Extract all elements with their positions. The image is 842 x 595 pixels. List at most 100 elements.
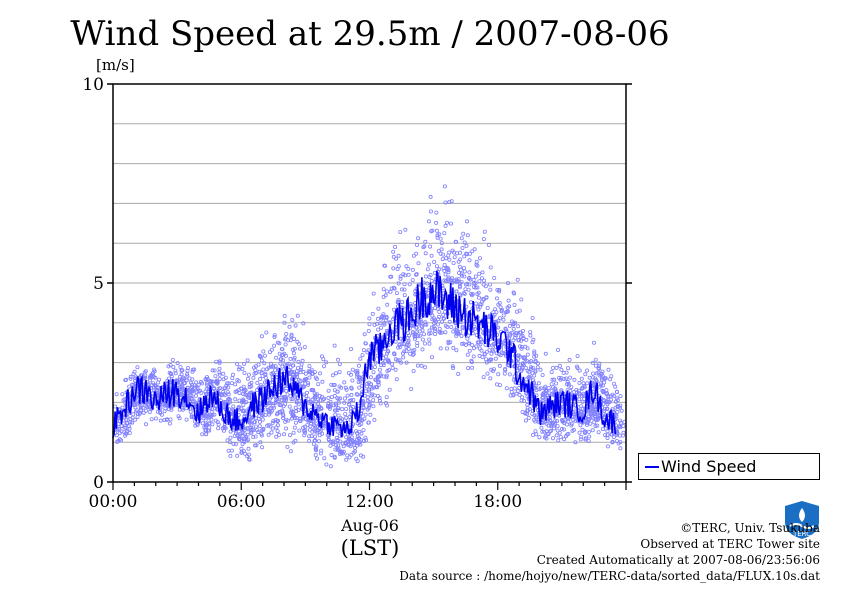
data-point bbox=[345, 393, 350, 398]
data-point bbox=[325, 404, 330, 409]
data-point bbox=[233, 382, 238, 387]
data-point bbox=[540, 372, 545, 377]
data-point bbox=[487, 282, 492, 287]
data-point bbox=[344, 415, 349, 420]
data-point bbox=[429, 278, 434, 283]
data-point bbox=[226, 392, 231, 397]
data-point bbox=[467, 341, 472, 346]
data-point bbox=[414, 242, 419, 247]
data-point bbox=[391, 285, 396, 290]
data-point bbox=[398, 360, 403, 365]
data-point bbox=[363, 438, 368, 443]
data-point bbox=[252, 420, 257, 425]
data-point bbox=[290, 396, 295, 401]
data-point bbox=[388, 274, 393, 279]
data-point bbox=[575, 364, 580, 369]
data-point bbox=[344, 406, 349, 411]
data-point bbox=[244, 400, 249, 405]
data-point bbox=[523, 359, 528, 364]
data-point bbox=[261, 427, 266, 432]
data-point bbox=[293, 420, 298, 425]
data-point bbox=[192, 399, 197, 404]
data-point bbox=[343, 385, 348, 390]
data-point bbox=[432, 259, 437, 264]
data-point bbox=[528, 375, 533, 380]
data-point bbox=[169, 372, 174, 377]
data-point bbox=[519, 346, 524, 351]
data-point bbox=[562, 437, 567, 442]
data-point bbox=[158, 418, 163, 423]
data-point bbox=[370, 311, 375, 316]
data-point bbox=[192, 419, 197, 424]
data-point bbox=[359, 421, 364, 426]
data-point bbox=[225, 438, 230, 443]
data-point bbox=[470, 292, 475, 297]
data-point bbox=[226, 396, 231, 401]
data-point bbox=[306, 397, 311, 402]
data-point bbox=[593, 407, 598, 412]
data-point bbox=[492, 275, 497, 280]
data-point bbox=[320, 431, 325, 436]
data-point bbox=[411, 331, 416, 336]
data-point bbox=[585, 381, 590, 386]
data-point bbox=[350, 378, 355, 383]
terc-logo-icon: TERC bbox=[782, 500, 822, 540]
data-point bbox=[347, 455, 352, 460]
data-point bbox=[421, 332, 426, 337]
data-point bbox=[465, 352, 470, 357]
data-point bbox=[420, 347, 425, 352]
data-point bbox=[329, 382, 334, 387]
data-point bbox=[390, 362, 395, 367]
data-point bbox=[462, 269, 467, 274]
data-point bbox=[208, 379, 213, 384]
data-point bbox=[541, 391, 546, 396]
data-point bbox=[586, 429, 591, 434]
data-point bbox=[247, 417, 252, 422]
data-point bbox=[335, 447, 340, 452]
data-point bbox=[601, 390, 606, 395]
data-point bbox=[388, 289, 393, 294]
data-point bbox=[606, 444, 611, 449]
data-point bbox=[408, 302, 413, 307]
data-point bbox=[354, 437, 359, 442]
data-point bbox=[373, 360, 378, 365]
data-point bbox=[520, 344, 525, 349]
y-tick-label: 0 bbox=[93, 473, 104, 493]
data-point bbox=[533, 369, 538, 374]
data-point bbox=[483, 284, 488, 289]
data-point bbox=[378, 401, 383, 406]
data-point bbox=[384, 375, 389, 380]
data-point bbox=[384, 289, 389, 294]
data-point bbox=[409, 386, 414, 391]
data-point bbox=[367, 316, 372, 321]
data-point bbox=[285, 444, 290, 449]
data-point bbox=[349, 398, 354, 403]
data-point bbox=[577, 380, 582, 385]
data-point bbox=[459, 333, 464, 338]
data-point bbox=[372, 417, 377, 422]
data-point bbox=[382, 346, 387, 351]
data-point bbox=[380, 314, 385, 319]
data-point bbox=[524, 377, 529, 382]
data-point bbox=[270, 426, 275, 431]
data-point bbox=[251, 365, 256, 370]
data-point bbox=[501, 351, 506, 356]
data-point bbox=[577, 430, 582, 435]
data-point bbox=[333, 403, 338, 408]
data-point bbox=[346, 370, 351, 375]
data-point bbox=[302, 429, 307, 434]
data-point bbox=[114, 433, 119, 438]
data-point bbox=[375, 316, 380, 321]
data-point bbox=[396, 253, 401, 258]
data-point bbox=[319, 354, 324, 359]
data-point bbox=[488, 287, 493, 292]
data-point bbox=[268, 364, 273, 369]
data-point bbox=[316, 382, 321, 387]
data-point bbox=[447, 319, 452, 324]
data-point bbox=[553, 388, 558, 393]
data-point bbox=[597, 361, 602, 366]
data-point bbox=[205, 428, 210, 433]
data-point bbox=[234, 389, 239, 394]
data-point bbox=[284, 388, 289, 393]
data-point bbox=[368, 412, 373, 417]
